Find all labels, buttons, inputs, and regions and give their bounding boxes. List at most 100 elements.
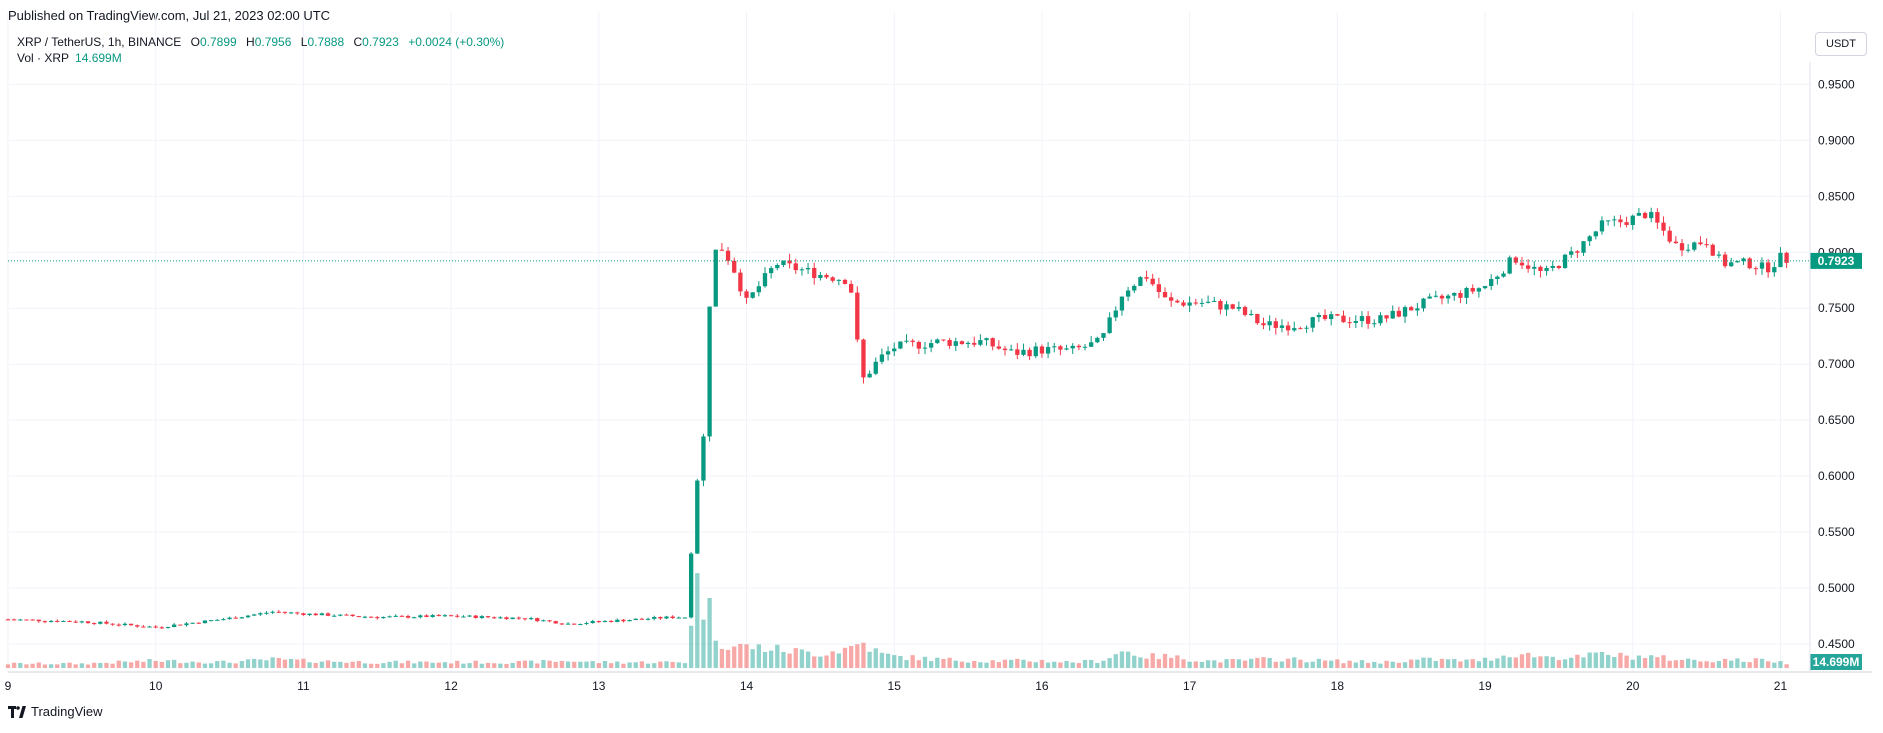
candle-body	[1569, 251, 1574, 255]
currency-unit-button[interactable]: USDT	[1815, 32, 1867, 56]
candle-body	[510, 617, 515, 620]
volume-bar	[42, 664, 48, 668]
volume-bar	[1292, 657, 1297, 668]
volume-bar	[252, 658, 257, 668]
candle-body	[492, 617, 497, 619]
candle-body	[688, 553, 694, 618]
volume-bar	[1009, 659, 1014, 668]
volume-bar	[61, 662, 66, 668]
candle-body	[695, 480, 700, 554]
candle-body	[898, 341, 903, 349]
candle-body	[929, 343, 934, 348]
candle-body	[1101, 333, 1106, 338]
candle-body	[1698, 242, 1703, 245]
volume-bar	[1052, 661, 1057, 668]
volume-bar	[541, 659, 546, 668]
candle-body	[1464, 288, 1469, 298]
candle-body	[1519, 262, 1525, 266]
close-value: 0.7923	[362, 35, 399, 49]
candle-body	[965, 342, 971, 345]
candle-body	[1507, 257, 1512, 274]
volume-bar	[1544, 656, 1549, 668]
candle-body	[442, 615, 448, 617]
x-tick-label: 21	[1774, 679, 1788, 693]
volume-bar	[387, 661, 392, 668]
candle-body	[1710, 244, 1715, 256]
candle-body	[676, 617, 681, 619]
candle-body	[916, 342, 922, 349]
volume-bar	[442, 662, 448, 668]
volume-bar	[978, 662, 983, 668]
volume-bar	[1089, 659, 1094, 668]
volume-bar	[1747, 662, 1752, 668]
volume-bar	[1378, 663, 1383, 668]
candle-body	[1729, 262, 1734, 267]
candle-body	[1015, 349, 1020, 355]
volume-bar	[787, 653, 792, 668]
candle-body	[233, 617, 238, 619]
candle-body	[387, 616, 392, 618]
volume-bar	[965, 662, 971, 668]
candle-body	[639, 618, 645, 620]
volume-bar	[867, 651, 872, 668]
volume-bar	[1125, 651, 1131, 668]
candle-body	[375, 617, 380, 619]
candle-body	[1445, 295, 1451, 299]
candle-body	[1039, 346, 1045, 354]
candle-body	[24, 619, 29, 621]
candle-body	[1605, 220, 1611, 222]
volume-bar	[430, 662, 435, 668]
candle-body	[596, 621, 601, 623]
volume-bar	[1661, 655, 1666, 668]
candle-body	[1002, 348, 1008, 351]
candle-body	[793, 263, 798, 271]
volume-bar	[245, 659, 251, 668]
volume-bar	[1735, 658, 1740, 668]
volume-bar	[116, 660, 121, 668]
volume-bar	[1482, 657, 1488, 668]
candle-body	[1021, 349, 1026, 355]
candle-body	[1329, 314, 1334, 320]
candle-body	[1402, 307, 1408, 317]
volume-bar	[332, 661, 337, 668]
candle-body	[1095, 337, 1100, 343]
volume-bar	[1070, 662, 1075, 668]
volume-bar	[338, 661, 343, 668]
volume-bar	[873, 648, 878, 668]
candle-body	[1076, 345, 1082, 348]
x-tick-label: 20	[1626, 679, 1640, 693]
volume-bar	[98, 662, 103, 668]
candle-body	[615, 619, 620, 622]
volume-bar	[405, 660, 411, 668]
volume-bar	[1519, 654, 1525, 668]
candle-body	[1009, 349, 1014, 351]
candle-body	[855, 292, 860, 340]
tradingview-brand[interactable]: TradingView	[8, 704, 103, 719]
volume-bar	[719, 649, 725, 668]
candle-body	[1501, 273, 1506, 277]
candle-body	[1212, 300, 1217, 302]
volume-bar	[1341, 663, 1346, 668]
volume-bar	[1212, 660, 1217, 668]
volume-bar	[1692, 659, 1697, 668]
volume-bar	[492, 663, 497, 668]
volume-bar	[892, 655, 897, 668]
volume-bar	[959, 661, 965, 668]
volume-bar	[559, 660, 565, 668]
volume-bar	[768, 650, 774, 668]
volume-bar	[147, 659, 152, 668]
volume-bar	[1359, 660, 1365, 668]
volume-bar	[904, 660, 909, 668]
volume-bar	[1710, 662, 1715, 668]
candle-body	[110, 623, 115, 625]
candle-body	[467, 615, 472, 617]
candle-body	[485, 616, 491, 618]
candle-body	[1470, 288, 1475, 292]
volume-bar	[1162, 653, 1168, 668]
candle-body	[584, 623, 589, 625]
candle-body	[393, 615, 398, 617]
candle-body	[756, 286, 761, 293]
volume-bar	[935, 657, 940, 668]
volume-bar	[1649, 655, 1654, 668]
